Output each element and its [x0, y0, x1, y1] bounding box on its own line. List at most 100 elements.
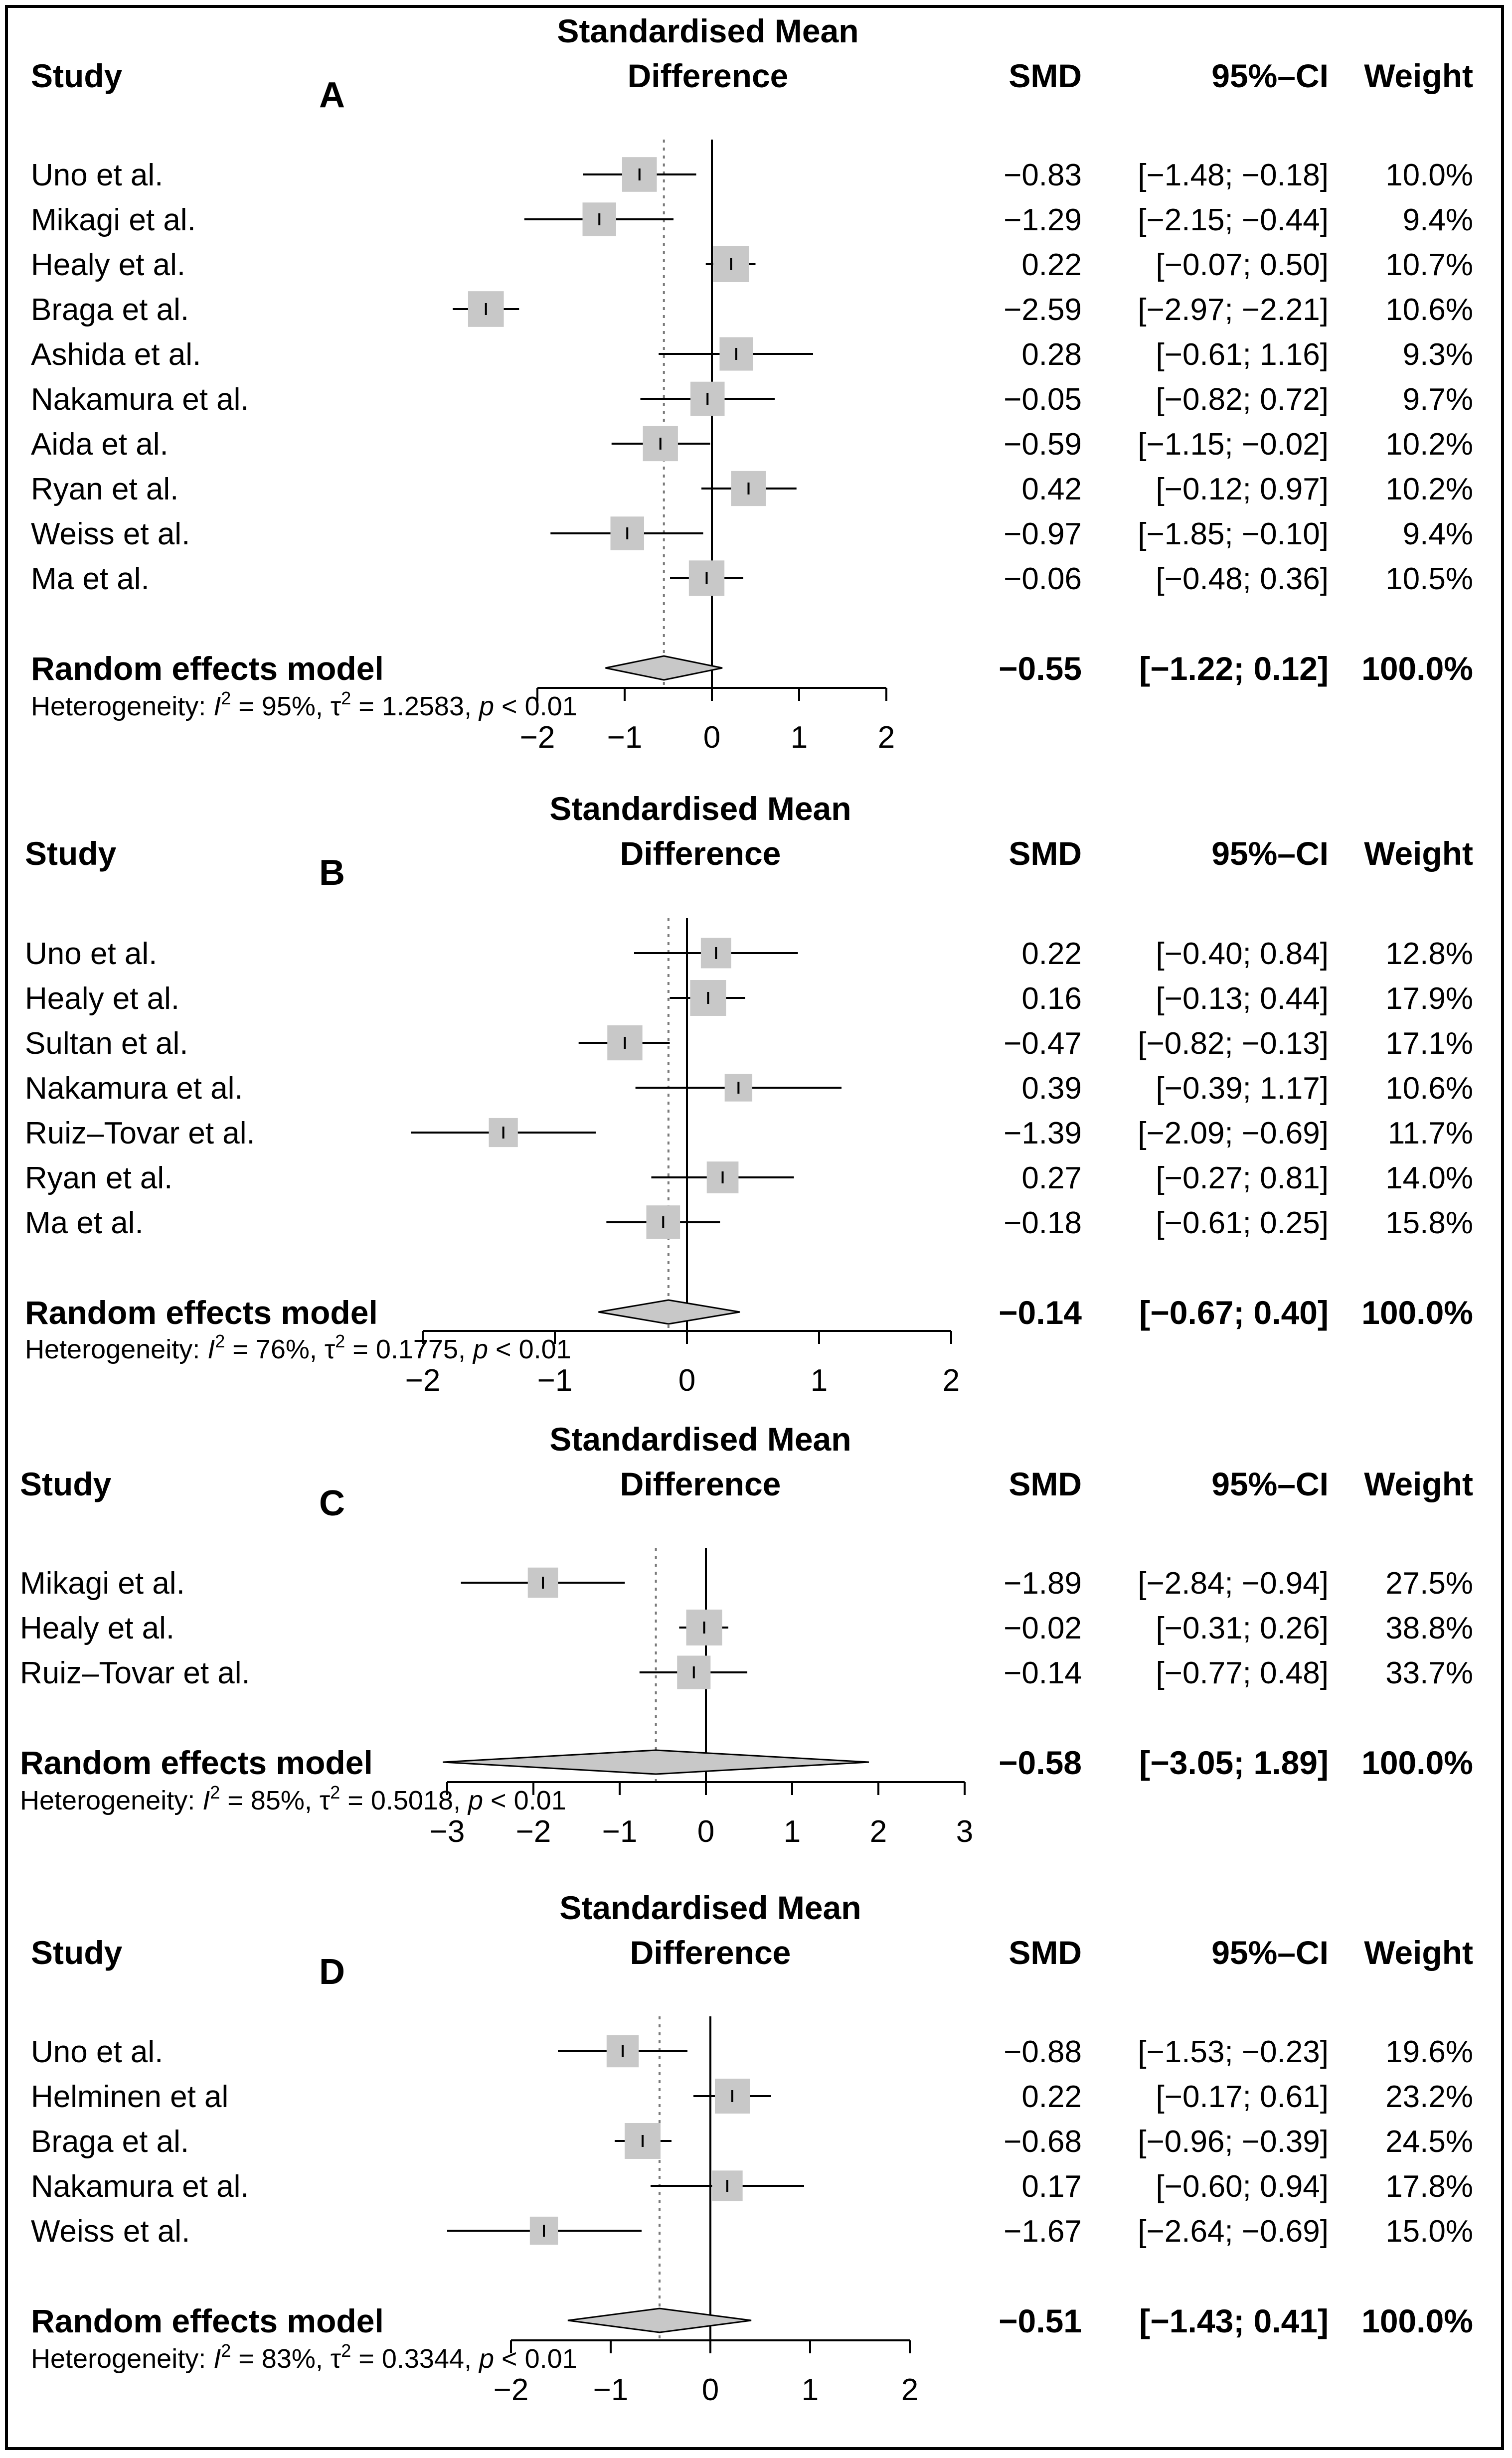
study-weight-value: 10.5% [1385, 562, 1473, 596]
x-axis-tick-label: 0 [697, 1814, 714, 1849]
study-weight-value: 10.6% [1385, 293, 1473, 327]
study-smd-value: −0.14 [1004, 1656, 1082, 1690]
i-squared-superscript: 2 [221, 688, 231, 708]
x-axis-tick-label: 1 [791, 720, 808, 755]
study-smd-value: 0.22 [1021, 248, 1082, 282]
overall-model-label: Random effects model [31, 2302, 384, 2339]
study-smd-value: −0.05 [1004, 382, 1082, 417]
weight-column-header: Weight [1364, 1934, 1473, 1971]
weight-column-header: Weight [1364, 57, 1473, 94]
study-column-header: Study [25, 835, 117, 872]
i-squared-symbol: I [207, 1334, 215, 1364]
x-axis-tick-label: −1 [593, 2373, 629, 2407]
study-weight-value: 11.7% [1388, 1116, 1473, 1150]
study-weight-value: 9.7% [1403, 382, 1473, 417]
overall-ci-value: [−3.05; 1.89] [1139, 1744, 1329, 1781]
ci-column-header: 95%–CI [1211, 835, 1329, 872]
study-column-header: Study [31, 1934, 123, 1971]
study-smd-value: −1.29 [1004, 203, 1082, 237]
study-name: Nakamura et al. [31, 382, 249, 417]
x-axis-tick-label: 1 [811, 1363, 828, 1398]
study-name: Ryan et al. [25, 1161, 172, 1195]
overall-ci-value: [−0.67; 0.40] [1139, 1294, 1329, 1331]
x-axis-tick-label: −3 [430, 1814, 465, 1849]
study-smd-value: −2.59 [1004, 293, 1082, 327]
smd-column-header: SMD [1008, 1466, 1082, 1502]
heterogeneity-prefix: Heterogeneity: [25, 1334, 207, 1364]
weight-column-header: Weight [1364, 1466, 1473, 1502]
tau-squared-symbol: τ [331, 2344, 341, 2374]
pooled-effect-diamond [605, 655, 723, 681]
overall-smd-value: −0.51 [999, 2302, 1082, 2339]
study-ci-value: [−0.17; 0.61] [1156, 2080, 1329, 2114]
study-smd-value: −0.47 [1004, 1026, 1082, 1061]
study-ci-value: [−2.97; −2.21] [1138, 293, 1329, 327]
effect-header-line1: Standardised Mean [549, 1421, 851, 1458]
study-name: Weiss et al. [31, 2214, 190, 2249]
study-ci-value: [−0.61; 1.16] [1156, 337, 1329, 372]
ci-column-header: 95%–CI [1211, 1934, 1329, 1971]
study-ci-value: [−0.82; 0.72] [1156, 382, 1329, 417]
overall-weight-value: 100.0% [1361, 1744, 1473, 1781]
panel-label: B [319, 853, 345, 893]
effect-header-line2: Difference [630, 1934, 791, 1971]
forest-panel-a: Standardised Mean Difference Study SMD 95%–C… [31, 12, 1473, 755]
i-squared-superscript: 2 [215, 1331, 225, 1351]
x-axis-tick-label: 1 [802, 2373, 819, 2407]
study-name: Nakamura et al. [25, 1071, 243, 1106]
p-value-text: < 0.01 [483, 1786, 566, 1815]
x-axis-tick-label: 0 [678, 1363, 695, 1398]
study-weight-value: 10.7% [1385, 248, 1473, 282]
study-name: Nakamura et al. [31, 2169, 249, 2204]
study-smd-value: −0.88 [1004, 2035, 1082, 2069]
overall-model-label: Random effects model [25, 1294, 378, 1331]
i-squared-value: = 95%, [231, 691, 331, 721]
study-ci-value: [−0.07; 0.50] [1156, 248, 1329, 282]
study-name: Mikagi et al. [31, 203, 196, 237]
study-weight-value: 15.0% [1385, 2214, 1473, 2249]
study-ci-value: [−0.96; −0.39] [1138, 2125, 1329, 2159]
study-ci-value: [−2.09; −0.69] [1138, 1116, 1329, 1150]
tau-squared-value: = 0.1775, [345, 1334, 473, 1364]
effect-header-line1: Standardised Mean [559, 1889, 861, 1926]
smd-column-header: SMD [1008, 57, 1082, 94]
study-weight-value: 23.2% [1385, 2080, 1473, 2114]
pooled-effect-diamond [443, 1749, 869, 1775]
overall-ci-value: [−1.22; 0.12] [1139, 650, 1329, 687]
study-ci-value: [−2.64; −0.69] [1138, 2214, 1329, 2249]
study-smd-value: 0.22 [1021, 2080, 1082, 2114]
effect-header-line1: Standardised Mean [557, 12, 858, 49]
heterogeneity-statistics: Heterogeneity: I2 = 76%, τ2 = 0.1775, p … [25, 1331, 571, 1364]
study-name: Ryan et al. [31, 472, 178, 506]
study-smd-value: 0.28 [1021, 337, 1082, 372]
x-axis-tick-label: 2 [878, 720, 895, 755]
heterogeneity-statistics: Heterogeneity: I2 = 85%, τ2 = 0.5018, p … [20, 1782, 566, 1815]
study-name: Braga et al. [31, 293, 189, 327]
study-weight-value: 10.0% [1385, 158, 1473, 192]
overall-weight-value: 100.0% [1361, 2302, 1473, 2339]
study-ci-value: [−0.31; 0.26] [1156, 1611, 1329, 1645]
overall-model-label: Random effects model [31, 650, 384, 687]
study-name: Braga et al. [31, 2125, 189, 2159]
study-name: Helminen et al [31, 2080, 228, 2114]
p-value-text: < 0.01 [488, 1334, 571, 1364]
study-ci-value: [−0.39; 1.17] [1156, 1071, 1329, 1106]
tau-squared-symbol: τ [331, 691, 341, 721]
weight-column-header: Weight [1364, 835, 1473, 872]
tau-squared-value: = 0.5018, [340, 1786, 468, 1815]
tau-squared-value: = 1.2583, [351, 691, 479, 721]
overall-weight-value: 100.0% [1361, 1294, 1473, 1331]
study-ci-value: [−2.84; −0.94] [1138, 1566, 1329, 1601]
x-axis-tick-label: −2 [494, 2373, 529, 2407]
study-weight-value: 17.1% [1385, 1026, 1473, 1061]
panel-label: A [319, 75, 345, 115]
pooled-effect-diamond [567, 2307, 752, 2333]
p-value-symbol: p [467, 1786, 483, 1815]
study-smd-value: −1.39 [1004, 1116, 1082, 1150]
study-weight-value: 19.6% [1385, 2035, 1473, 2069]
i-squared-value: = 76%, [225, 1334, 325, 1364]
study-smd-value: −0.97 [1004, 517, 1082, 551]
x-axis-tick-label: 1 [784, 1814, 801, 1849]
overall-ci-value: [−1.43; 0.41] [1139, 2302, 1329, 2339]
